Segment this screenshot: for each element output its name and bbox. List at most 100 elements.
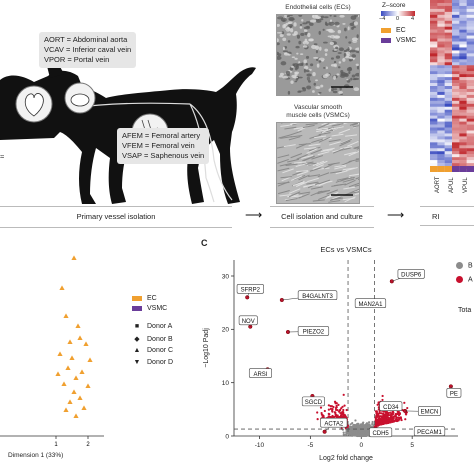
volcano-point [381,398,384,402]
heatmap-cell [466,62,474,66]
fiber-line [340,138,352,145]
heatmap-cell [452,130,460,134]
heatmap-cell [452,23,460,27]
heatmap-cell [437,14,445,18]
donor-legend-a: ■ Donor A [132,323,172,330]
volcano-point [351,421,354,425]
heatmap-cell [452,142,460,146]
heatmap-cell [466,121,474,125]
fiber-line [277,167,290,172]
cell-blob [318,60,322,63]
volcano-point [328,413,331,416]
heatmap-cell [437,103,445,107]
cell-blob [289,28,294,33]
heatmap-cell [459,56,467,60]
heatmap-cell [459,47,467,51]
volcano-point [377,401,380,404]
fiber-line [303,147,316,150]
step-rna: RI [420,206,474,226]
heatmap-cell [466,148,474,152]
heatmap-cell [444,109,453,113]
cell-blob [286,33,291,36]
heatmap-cell [437,148,445,152]
cell-blob [309,19,317,23]
cell-blob [309,22,314,26]
volcano-legend-partial-2: A [456,276,473,283]
donor-label: Donor B [147,336,173,343]
heatmap-cell [437,100,445,104]
heatmap-cell [459,88,467,93]
heatmap-cell [452,157,460,161]
fiber-line [282,168,294,174]
fiber-line [335,170,348,175]
heatmap-cell [459,133,467,137]
heatmap-cell [444,50,453,54]
fiber-line [321,127,334,133]
heatmap-cell [444,142,453,146]
cell-blob [351,54,357,58]
fiber-line [335,177,348,183]
heatmap-cell [459,145,467,149]
heatmap-cell [444,26,453,30]
x-tick-label: 0 [359,442,363,449]
heatmap-cell [430,56,438,60]
heatmap-cell [459,109,467,113]
fiber-line [296,171,309,176]
heatmap-cell [437,20,445,24]
cell-blob [322,28,325,31]
heatmap-cell [437,38,445,42]
cell-blob [290,80,294,84]
cell-blob [298,61,301,64]
cell-blob [338,61,342,64]
fiber-line [289,130,302,136]
heatmap-cell [452,103,460,107]
cell-blob [315,50,318,54]
volcano-point [367,421,371,424]
heatmap-cell [437,118,445,122]
mds-point [69,355,75,360]
heatmap-cell [444,112,453,116]
cell-blob [306,73,312,77]
cell-blob [295,64,299,70]
cell-blob [291,74,297,78]
fiber-line [289,123,302,125]
heatmap-cell [452,139,460,143]
gene-label: B4GALNT3 [302,294,333,300]
heatmap-cell [430,77,438,81]
fiber-line [296,154,308,160]
cell-blob [332,90,338,94]
heatmap-cell [452,53,460,57]
fiber-line [285,163,298,166]
fiber-line [288,136,301,141]
zscore-tick-min: −4 [379,16,386,22]
heatmap-cell [459,65,467,69]
heatmap-cell [444,133,453,137]
heatmap-col-label: VPUL [463,177,469,193]
heatmap-cell [430,133,438,137]
volcano-point [320,411,323,415]
volcano-point [342,411,345,414]
fiber-line [348,182,359,188]
heatmap-cell [430,68,438,72]
gene-label: SGCD [305,400,323,406]
cell-blob [287,90,291,95]
heatmap-cell [466,83,474,87]
volcano-point [343,404,346,407]
fiber-line [305,123,318,126]
heatmap-cell [437,139,445,143]
volcano-point [374,419,377,422]
fiber-line [290,195,303,198]
heatmap-cell [430,103,438,107]
cell-blob [305,62,308,66]
heatmap-cell [430,136,438,140]
fiber-line [308,174,321,177]
gene-label: CD34 [383,405,399,411]
donor-legend-d: ▼ Donor D [132,359,174,366]
volcano-point [400,418,403,422]
cell-blob [346,48,350,51]
fiber-line [277,154,290,159]
heatmap-cell [437,154,445,158]
mds-point [67,399,73,404]
volcano-point [390,418,393,421]
fiber-line [344,179,356,186]
